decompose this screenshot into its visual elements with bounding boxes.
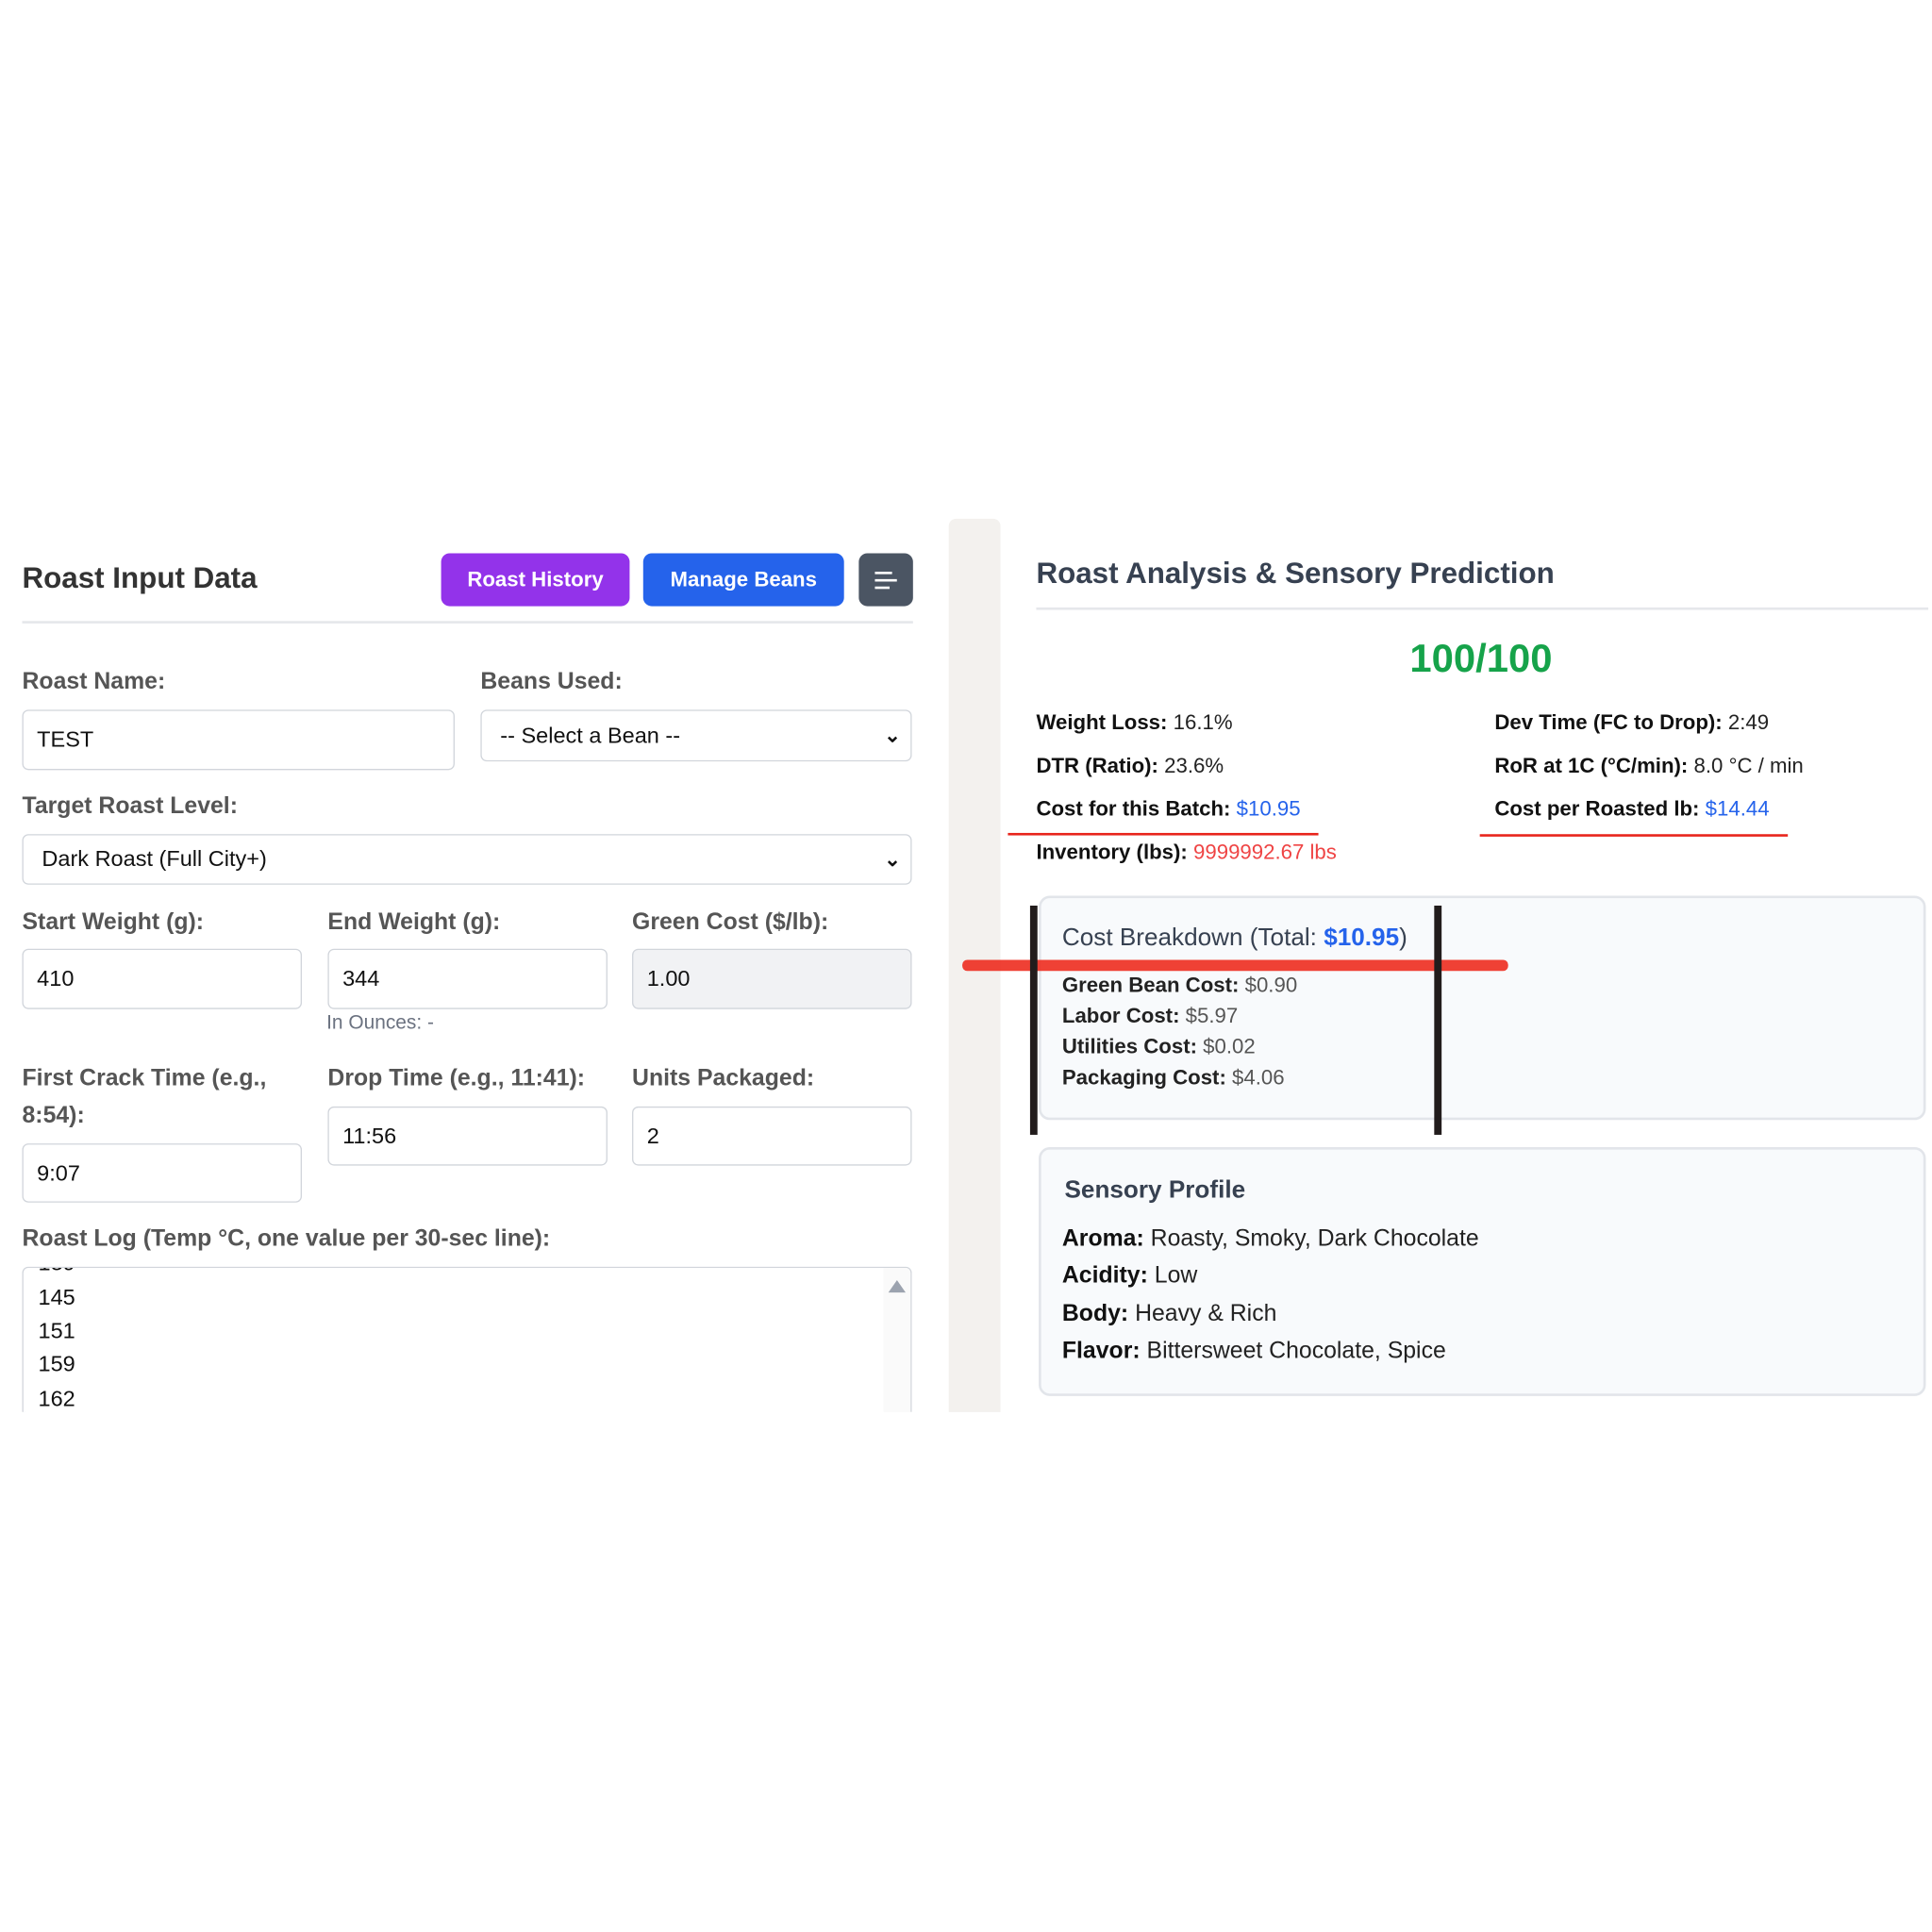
dtr-stat: DTR (Ratio): 23.6% xyxy=(1036,754,1224,778)
cost-per-lb-stat: Cost per Roasted lb: $14.44 xyxy=(1494,797,1770,821)
log-line: 151 xyxy=(38,1318,75,1343)
cost-item: Utilities Cost: $0.02 xyxy=(1061,1035,1256,1058)
beans-used-label: Beans Used: xyxy=(480,669,623,695)
green-cost-input[interactable]: 1.00 xyxy=(632,948,912,1009)
target-roast-level-select[interactable]: Dark Roast (Full City+) ⌄ xyxy=(22,834,912,885)
weight-loss-stat: Weight Loss: 16.1% xyxy=(1036,710,1233,735)
annotation-bracket xyxy=(1434,905,1442,1135)
ounces-hint: In Ounces: - xyxy=(326,1012,434,1034)
manage-beans-button[interactable]: Manage Beans xyxy=(642,553,844,607)
first-crack-input[interactable]: 9:07 xyxy=(22,1143,302,1203)
divider xyxy=(1036,607,1929,610)
scrollbar[interactable] xyxy=(883,1267,911,1412)
annotation-underline xyxy=(1479,834,1789,837)
scroll-up-arrow-icon[interactable] xyxy=(888,1280,906,1293)
roast-log-textarea[interactable]: 139 145 151 159 162 xyxy=(22,1266,912,1412)
ror-stat: RoR at 1C (°C/min): 8.0 °C / min xyxy=(1494,754,1804,778)
log-line: 159 xyxy=(38,1351,75,1376)
analysis-panel-title: Roast Analysis & Sensory Prediction xyxy=(1036,557,1555,591)
roast-score: 100/100 xyxy=(1409,635,1553,680)
sensory-item: Acidity: Low xyxy=(1061,1262,1198,1290)
log-line: 145 xyxy=(38,1285,75,1310)
input-panel-title: Roast Input Data xyxy=(22,561,258,595)
end-weight-input[interactable]: 344 xyxy=(327,948,608,1009)
annotation-bracket xyxy=(1029,905,1038,1135)
sensory-heading: Sensory Profile xyxy=(1064,1176,1246,1205)
roast-log-label: Roast Log (Temp °C, one value per 30-sec… xyxy=(22,1225,551,1253)
cost-item: Green Bean Cost: $0.90 xyxy=(1061,973,1298,997)
start-weight-input[interactable]: 410 xyxy=(22,948,302,1009)
annotation-strike-line xyxy=(962,959,1508,972)
green-cost-label: Green Cost ($/lb): xyxy=(632,908,829,936)
cost-breakdown-heading: Cost Breakdown (Total: $10.95) xyxy=(1061,924,1407,952)
units-packaged-label: Units Packaged: xyxy=(632,1065,815,1092)
cost-item: Packaging Cost: $4.06 xyxy=(1061,1065,1285,1090)
target-roast-level-value: Dark Roast (Full City+) xyxy=(42,846,267,872)
roast-history-button[interactable]: Roast History xyxy=(441,553,630,607)
beans-used-value: -- Select a Bean -- xyxy=(500,723,681,748)
chevron-down-icon: ⌄ xyxy=(884,849,901,871)
sensory-item: Aroma: Roasty, Smoky, Dark Chocolate xyxy=(1061,1225,1479,1253)
end-weight-label: End Weight (g): xyxy=(327,908,501,936)
dev-time-stat: Dev Time (FC to Drop): 2:49 xyxy=(1494,710,1770,735)
annotation-underline xyxy=(1008,832,1319,836)
start-weight-label: Start Weight (g): xyxy=(22,908,205,936)
sensory-item: Body: Heavy & Rich xyxy=(1061,1301,1277,1327)
target-roast-level-label: Target Roast Level: xyxy=(22,793,238,820)
log-line: 162 xyxy=(38,1386,75,1411)
cost-item: Labor Cost: $5.97 xyxy=(1061,1004,1239,1028)
menu-button[interactable] xyxy=(858,553,913,607)
log-line: 139 xyxy=(38,1268,75,1276)
chevron-down-icon: ⌄ xyxy=(884,725,901,747)
beans-used-select[interactable]: -- Select a Bean -- ⌄ xyxy=(480,709,912,762)
first-crack-label: First Crack Time (e.g., 8:54): xyxy=(22,1065,267,1129)
divider xyxy=(22,621,913,624)
drop-time-input[interactable]: 11:56 xyxy=(327,1106,608,1166)
roast-name-input[interactable]: TEST xyxy=(22,709,455,771)
drop-time-label: Drop Time (e.g., 11:41): xyxy=(327,1065,586,1092)
inventory-stat: Inventory (lbs): 9999992.67 lbs xyxy=(1036,840,1337,864)
roast-name-label: Roast Name: xyxy=(22,669,166,695)
batch-cost-stat: Cost for this Batch: $10.95 xyxy=(1036,797,1301,821)
sensory-profile-card xyxy=(1039,1146,1926,1396)
units-packaged-input[interactable]: 2 xyxy=(632,1106,912,1166)
sensory-item: Flavor: Bittersweet Chocolate, Spice xyxy=(1061,1338,1446,1364)
hamburger-menu-icon xyxy=(874,571,897,589)
cost-breakdown-card xyxy=(1039,895,1926,1121)
